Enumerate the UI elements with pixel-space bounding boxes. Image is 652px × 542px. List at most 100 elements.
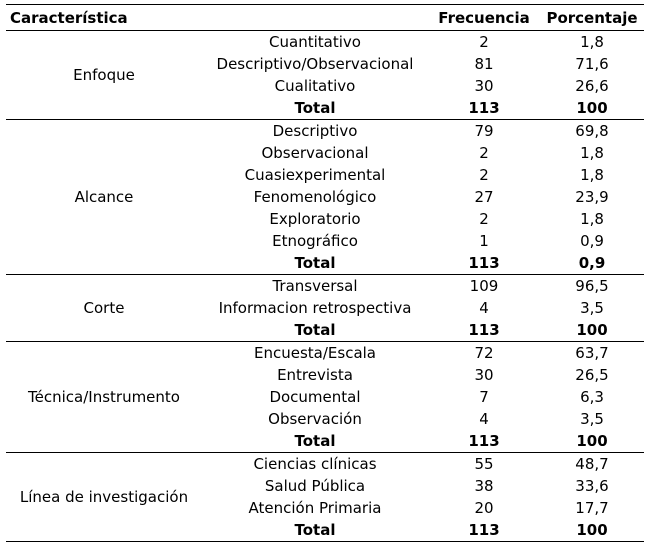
table-row: Cuasiexperimental 2 1,8 bbox=[6, 164, 644, 186]
table-row: Observación 4 3,5 bbox=[6, 408, 644, 430]
row-label: Cualitativo bbox=[274, 77, 356, 95]
total-label: Total bbox=[294, 99, 336, 117]
row-label: Cuantitativo bbox=[269, 33, 361, 51]
row-label: Observación bbox=[268, 410, 362, 428]
table-row: Exploratorio 2 1,8 bbox=[6, 208, 644, 230]
row-label: Exploratorio bbox=[269, 210, 361, 228]
row-label: Ciencias clínicas bbox=[253, 455, 377, 473]
row-percentage: 26,5 bbox=[575, 366, 609, 384]
row-label: Fenomenológico bbox=[253, 188, 377, 206]
row-frequency: 81 bbox=[474, 55, 494, 73]
total-row: Total 113 100 bbox=[6, 519, 644, 542]
group-section: Alcance Descriptivo 79 69,8 Observacional 2 1,… bbox=[6, 120, 644, 275]
row-frequency: 4 bbox=[479, 299, 489, 317]
table-row: Cualitativo 30 26,6 bbox=[6, 75, 644, 97]
group-name: Técnica/Instrumento bbox=[28, 388, 180, 406]
row-label: Descriptivo/Observacional bbox=[216, 55, 414, 73]
row-percentage: 69,8 bbox=[575, 122, 609, 140]
row-percentage: 63,7 bbox=[575, 344, 609, 362]
row-label: Cuasiexperimental bbox=[244, 166, 386, 184]
header-frequency: Frecuencia bbox=[438, 8, 530, 27]
row-percentage: 33,6 bbox=[575, 477, 609, 495]
row-percentage: 71,6 bbox=[575, 55, 609, 73]
total-label: Total bbox=[294, 432, 336, 450]
total-label: Total bbox=[294, 254, 336, 272]
table-container: Característica Frecuencia Porcentaje Enf… bbox=[6, 4, 644, 542]
row-label: Etnográfico bbox=[272, 232, 358, 250]
row-percentage: 26,6 bbox=[575, 77, 609, 95]
total-row: Total 113 0,9 bbox=[6, 252, 644, 275]
table-row: Atención Primaria 20 17,7 bbox=[6, 497, 644, 519]
table-row: Entrevista 30 26,5 bbox=[6, 364, 644, 386]
row-frequency: 79 bbox=[474, 122, 494, 140]
total-percentage: 100 bbox=[576, 321, 608, 339]
group-name: Corte bbox=[83, 299, 125, 317]
total-frequency: 113 bbox=[468, 521, 500, 539]
group-name: Línea de investigación bbox=[19, 488, 189, 506]
row-label: Entrevista bbox=[277, 366, 353, 384]
group-section: Corte Transversal 109 96,5 Informacion retro… bbox=[6, 275, 644, 342]
table-row: Observacional 2 1,8 bbox=[6, 142, 644, 164]
row-frequency: 38 bbox=[474, 477, 494, 495]
row-label: Informacion retrospectiva bbox=[218, 299, 412, 317]
row-label: Observacional bbox=[261, 144, 369, 162]
total-frequency: 113 bbox=[468, 432, 500, 450]
total-label: Total bbox=[294, 321, 336, 339]
row-frequency: 2 bbox=[479, 210, 489, 228]
group-name: Enfoque bbox=[73, 66, 135, 84]
row-percentage: 1,8 bbox=[580, 33, 604, 51]
total-label: Total bbox=[294, 521, 336, 539]
row-frequency: 2 bbox=[479, 144, 489, 162]
row-frequency: 1 bbox=[479, 232, 489, 250]
row-frequency: 2 bbox=[479, 166, 489, 184]
row-label: Transversal bbox=[272, 277, 358, 295]
row-frequency: 27 bbox=[474, 188, 494, 206]
table-row: Salud Pública 38 33,6 bbox=[6, 475, 644, 497]
total-row: Total 113 100 bbox=[6, 97, 644, 120]
total-percentage: 0,9 bbox=[578, 254, 606, 272]
header-subcategory bbox=[202, 5, 428, 31]
row-frequency: 55 bbox=[474, 455, 494, 473]
table-row: Fenomenológico 27 23,9 bbox=[6, 186, 644, 208]
row-frequency: 30 bbox=[474, 77, 494, 95]
total-percentage: 100 bbox=[576, 99, 608, 117]
group-section: Enfoque Cuantitativo 2 1,8 Descriptivo/Obser… bbox=[6, 31, 644, 120]
row-frequency: 2 bbox=[479, 33, 489, 51]
header-percentage: Porcentaje bbox=[546, 8, 638, 27]
row-percentage: 96,5 bbox=[575, 277, 609, 295]
table-header: Característica Frecuencia Porcentaje bbox=[6, 4, 644, 31]
row-percentage: 17,7 bbox=[575, 499, 609, 517]
row-percentage: 1,8 bbox=[580, 166, 604, 184]
row-label: Encuesta/Escala bbox=[254, 344, 376, 362]
row-percentage: 0,9 bbox=[580, 232, 604, 250]
table-row: Etnográfico 1 0,9 bbox=[6, 230, 644, 252]
row-frequency: 30 bbox=[474, 366, 494, 384]
total-row: Total 113 100 bbox=[6, 319, 644, 342]
row-frequency: 4 bbox=[479, 410, 489, 428]
row-frequency: 20 bbox=[474, 499, 494, 517]
group-section: Técnica/Instrumento Encuesta/Escala 72 63,7… bbox=[6, 342, 644, 453]
row-percentage: 1,8 bbox=[580, 144, 604, 162]
row-label: Atención Primaria bbox=[248, 499, 382, 517]
total-percentage: 100 bbox=[576, 521, 608, 539]
total-frequency: 113 bbox=[468, 254, 500, 272]
row-label: Documental bbox=[269, 388, 361, 406]
group-section: Línea de investigación Ciencias clínicas 5… bbox=[6, 453, 644, 542]
table-row: Corte Transversal 109 96,5 bbox=[6, 275, 644, 317]
characteristics-table: Característica Frecuencia Porcentaje Enf… bbox=[6, 4, 644, 542]
table-row: Técnica/Instrumento Encuesta/Escala 72 63,7 bbox=[6, 342, 644, 406]
row-percentage: 23,9 bbox=[575, 188, 609, 206]
row-label: Salud Pública bbox=[264, 477, 366, 495]
group-name: Alcance bbox=[74, 188, 134, 206]
row-percentage: 1,8 bbox=[580, 210, 604, 228]
total-frequency: 113 bbox=[468, 321, 500, 339]
row-percentage: 6,3 bbox=[580, 388, 604, 406]
row-frequency: 7 bbox=[479, 388, 489, 406]
total-frequency: 113 bbox=[468, 99, 500, 117]
table-row: Alcance Descriptivo 79 69,8 bbox=[6, 120, 644, 206]
row-percentage: 3,5 bbox=[580, 299, 604, 317]
table-row: Informacion retrospectiva 4 3,5 bbox=[6, 297, 644, 319]
row-label: Descriptivo bbox=[272, 122, 358, 140]
row-percentage: 3,5 bbox=[580, 410, 604, 428]
table-row: Documental 7 6,3 bbox=[6, 386, 644, 408]
